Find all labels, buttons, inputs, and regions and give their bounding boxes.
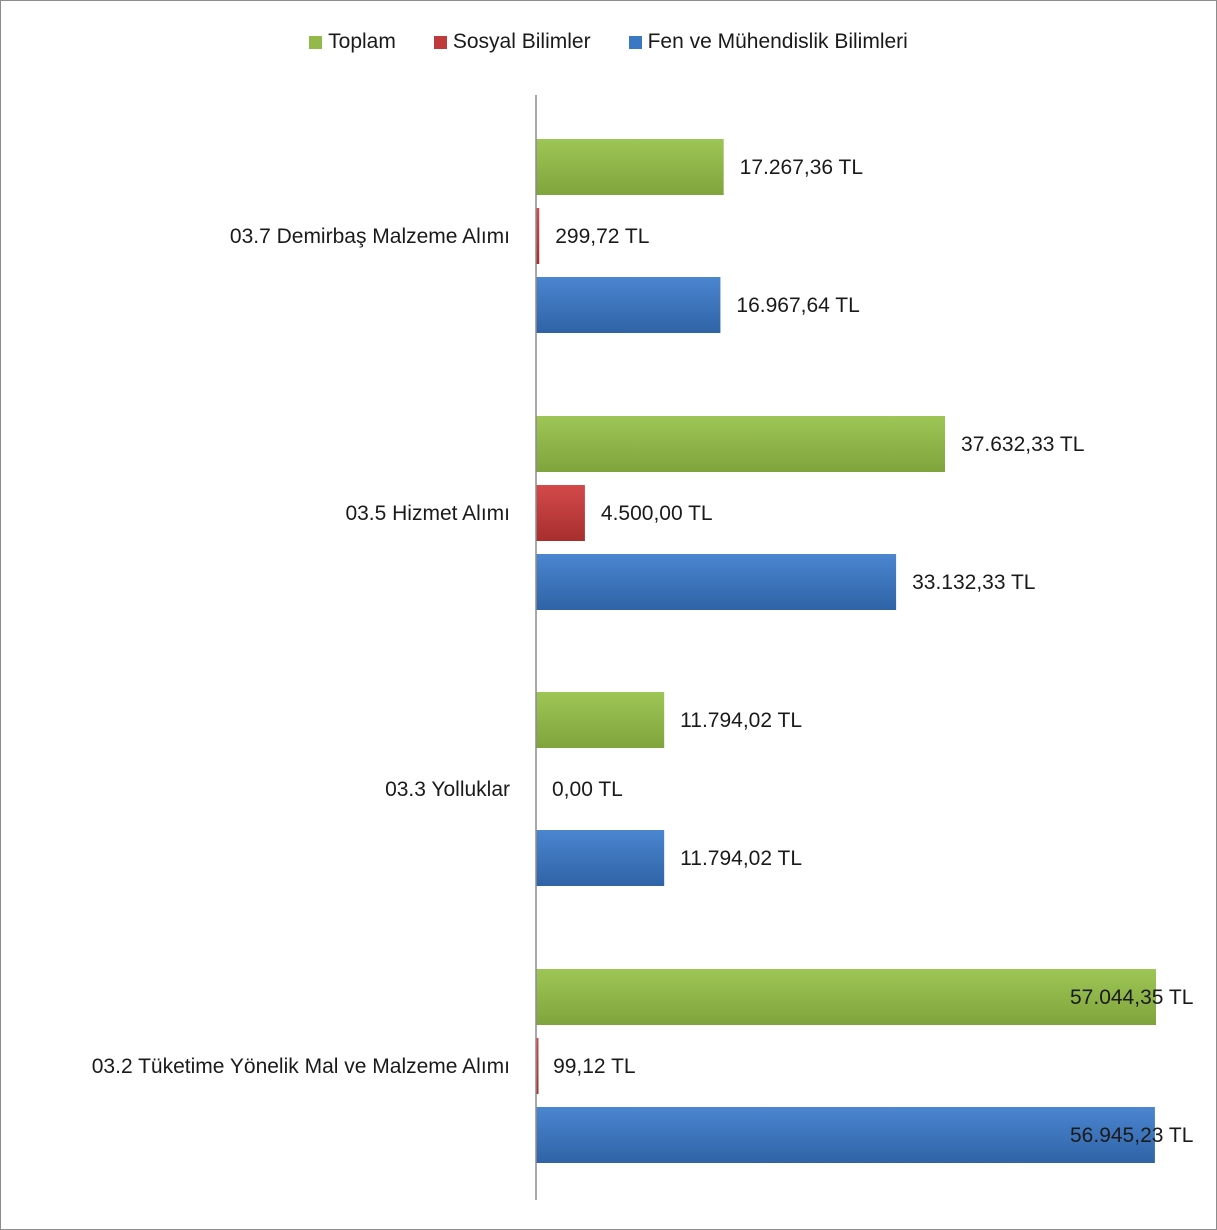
bar-sosyal-bilimler-03-2-tuketime-yonelik-mal-ve-malzeme-alimi (536, 1038, 539, 1094)
data-label-toplam-03-3-yolluklar: 11.794,02 TL (680, 709, 802, 732)
data-label-toplam-03-7-demirbas-malzeme-alimi: 17.267,36 TL (740, 156, 863, 179)
category-label-03-7-demirbas-malzeme-alimi: 03.7 Demirbaş Malzeme Alımı (230, 225, 510, 248)
bar-fen-ve-muhendislik-bilimleri-03-7-demirbas-malzeme-alimi (536, 277, 721, 333)
legend: Toplam Sosyal Bilimler Fen ve Mühendisli… (0, 30, 1217, 54)
legend-label-sosyal-bilimler: Sosyal Bilimler (452, 30, 591, 53)
legend-item-toplam: Toplam (309, 30, 396, 54)
bars-group (536, 139, 1156, 1163)
category-label-03-2-tuketime-yonelik-mal-ve-malzeme-alimi: 03.2 Tüketime Yönelik Mal ve Malzeme Alı… (92, 1055, 510, 1078)
data-label-sosyal-bilimler-03-3-yolluklar: 0,00 TL (552, 778, 623, 801)
legend-item-sosyal-bilimler: Sosyal Bilimler (433, 30, 591, 54)
data-label-toplam-03-5-hizmet-alimi: 37.632,33 TL (961, 433, 1084, 456)
legend-swatch-fen-muhendislik (628, 35, 642, 49)
bar-toplam-03-7-demirbas-malzeme-alimi (536, 139, 724, 195)
legend-label-toplam: Toplam (328, 30, 396, 53)
data-label-sosyal-bilimler-03-2-tuketime-yonelik-mal-ve-malzeme-alimi: 99,12 TL (553, 1055, 636, 1078)
bar-sosyal-bilimler-03-7-demirbas-malzeme-alimi (536, 208, 540, 264)
category-label-03-5-hizmet-alimi: 03.5 Hizmet Alımı (345, 502, 510, 525)
legend-item-fen-muhendislik: Fen ve Mühendislik Bilimleri (628, 30, 908, 54)
data-label-sosyal-bilimler-03-5-hizmet-alimi: 4.500,00 TL (601, 502, 713, 525)
data-label-fen-ve-muhendislik-bilimleri-03-5-hizmet-alimi: 33.132,33 TL (912, 571, 1035, 594)
data-label-sosyal-bilimler-03-7-demirbas-malzeme-alimi: 299,72 TL (555, 225, 649, 248)
bar-fen-ve-muhendislik-bilimleri-03-3-yolluklar (536, 830, 665, 886)
bar-toplam-03-5-hizmet-alimi (536, 416, 946, 472)
bar-sosyal-bilimler-03-5-hizmet-alimi (536, 485, 585, 541)
data-label-fen-ve-muhendislik-bilimleri-03-2-tuketime-yonelik-mal-ve-malzeme-alimi: 56.945,23 TL (1070, 1124, 1193, 1147)
legend-swatch-sosyal-bilimler (433, 35, 447, 49)
data-label-fen-ve-muhendislik-bilimleri-03-7-demirbas-malzeme-alimi: 16.967,64 TL (736, 294, 859, 317)
bar-fen-ve-muhendislik-bilimleri-03-2-tuketime-yonelik-mal-ve-malzeme-alimi (536, 1107, 1155, 1163)
data-label-fen-ve-muhendislik-bilimleri-03-3-yolluklar: 11.794,02 TL (680, 847, 802, 870)
category-label-03-3-yolluklar: 03.3 Yolluklar (385, 778, 510, 801)
legend-label-fen-muhendislik: Fen ve Mühendislik Bilimleri (647, 30, 908, 53)
labels-group: 03.7 Demirbaş Malzeme Alımı 17.267,36 TL 2… (92, 156, 1194, 1147)
bar-toplam-03-3-yolluklar (536, 692, 665, 748)
bar-fen-ve-muhendislik-bilimleri-03-5-hizmet-alimi (536, 554, 897, 610)
bar-toplam-03-2-tuketime-yonelik-mal-ve-malzeme-alimi (536, 969, 1156, 1025)
legend-swatch-toplam (309, 35, 323, 49)
data-label-toplam-03-2-tuketime-yonelik-mal-ve-malzeme-alimi: 57.044,35 TL (1070, 986, 1193, 1009)
